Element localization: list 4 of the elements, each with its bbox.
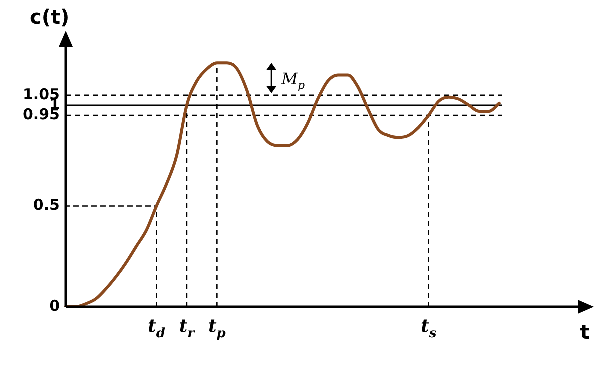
x-axis-title: t <box>580 320 590 344</box>
y-axis-title: c(t) <box>30 5 70 29</box>
y-tick-label: 0 <box>50 296 60 315</box>
y-tick-label: 0.5 <box>33 196 60 214</box>
